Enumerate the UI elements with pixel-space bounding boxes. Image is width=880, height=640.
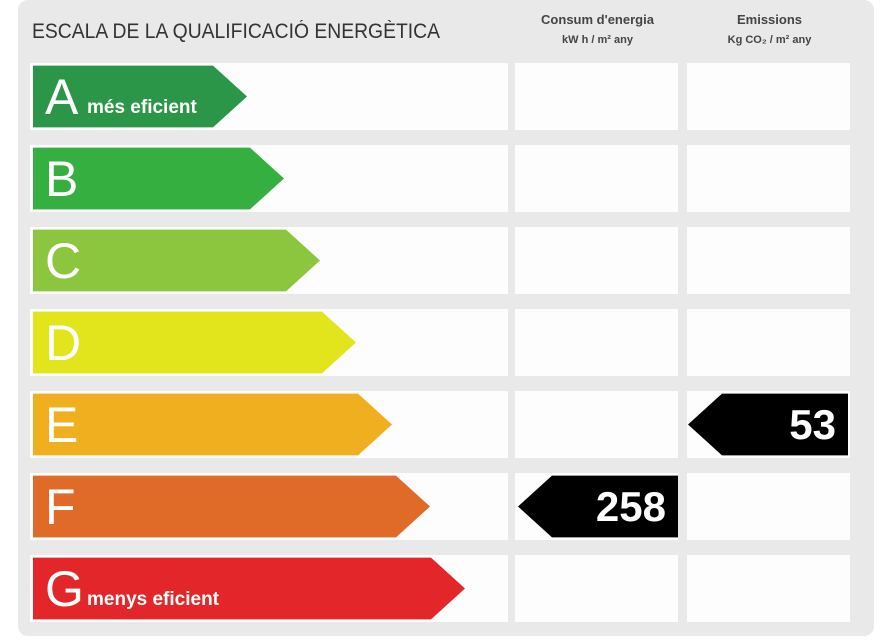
emissions-cell: [687, 145, 850, 212]
class-letter: D: [45, 315, 82, 371]
class-arrow-e: E: [33, 391, 392, 458]
class-letter: C: [45, 233, 82, 289]
consumption-cell: [515, 391, 678, 458]
emissions-value-arrow: 53: [688, 393, 848, 456]
class-letter: E: [45, 397, 79, 453]
class-letter: F: [45, 479, 76, 535]
emissions-cell: [687, 555, 850, 622]
class-arrow-d: D: [33, 309, 356, 376]
class-letter: G: [45, 561, 84, 617]
class-arrow-g: G menys eficient: [33, 555, 465, 622]
consumption-header: Consum d'energia kW h / m² any: [515, 10, 680, 50]
consumption-cell: [515, 227, 678, 294]
consumption-unit: kW h / m² any: [562, 34, 633, 46]
consumption-cell: [515, 63, 678, 130]
consumption-cell: [515, 145, 678, 212]
emissions-unit: Kg CO₂ / m² any: [727, 34, 812, 46]
consumption-value-arrow: 258: [518, 475, 678, 538]
class-note: menys eficient: [87, 589, 219, 610]
emissions-cell: [687, 227, 850, 294]
class-letter: A: [45, 69, 79, 125]
emissions-cell: [687, 473, 850, 540]
emissions-cell: [687, 309, 850, 376]
class-letter: B: [45, 151, 79, 207]
emissions-header: Emissions Kg CO₂ / m² any: [687, 10, 852, 50]
consumption-title: Consum d'energia: [541, 12, 654, 27]
class-arrow-f: F: [33, 473, 430, 540]
class-note: més eficient: [87, 97, 197, 118]
class-arrow-b: B: [33, 145, 284, 212]
class-arrow-c: C: [33, 227, 320, 294]
class-arrow-a: A més eficient: [33, 63, 247, 130]
consumption-cell: [515, 309, 678, 376]
emissions-cell: [687, 63, 850, 130]
label-title: ESCALA DE LA QUALIFICACIÓ ENERGÈTICA: [32, 20, 440, 43]
emissions-title: Emissions: [736, 12, 803, 27]
consumption-cell: [515, 555, 678, 622]
